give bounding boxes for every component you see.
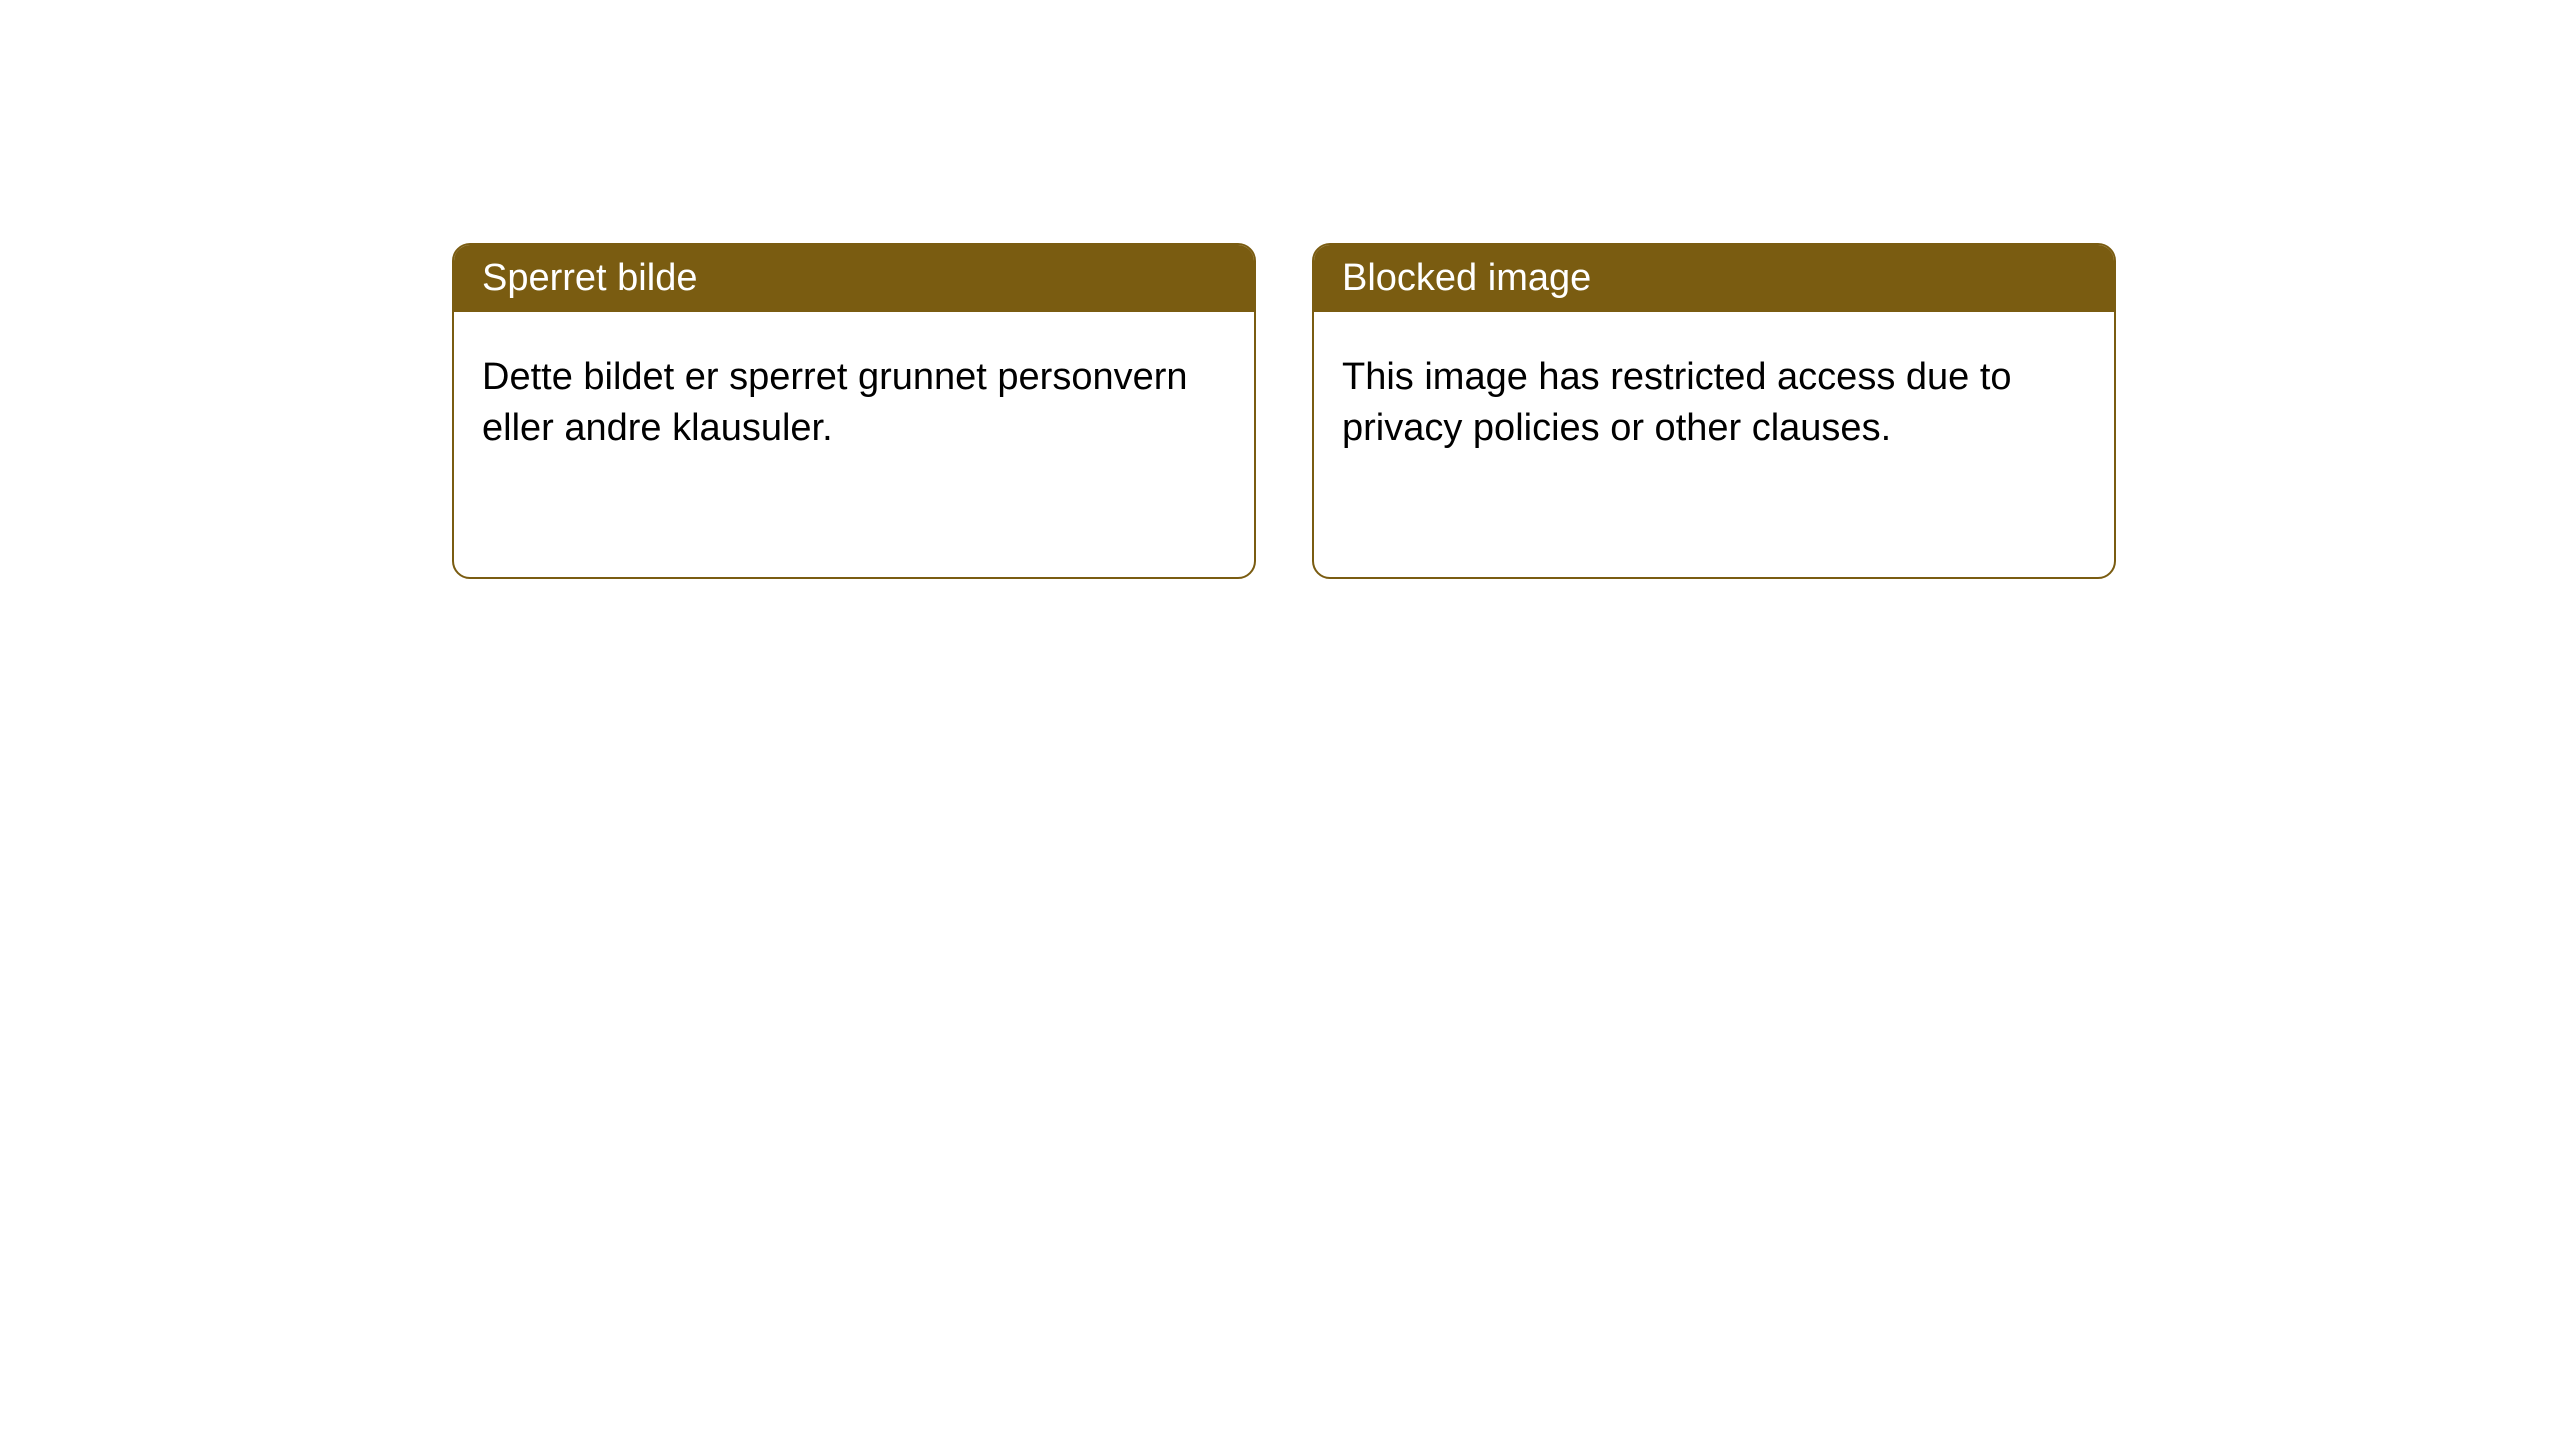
notice-container: Sperret bilde Dette bildet er sperret gr…	[0, 0, 2560, 579]
card-body: This image has restricted access due to …	[1314, 312, 2114, 495]
card-title: Blocked image	[1314, 245, 2114, 312]
notice-card-english: Blocked image This image has restricted …	[1312, 243, 2116, 579]
card-body: Dette bildet er sperret grunnet personve…	[454, 312, 1254, 495]
card-title: Sperret bilde	[454, 245, 1254, 312]
notice-card-norwegian: Sperret bilde Dette bildet er sperret gr…	[452, 243, 1256, 579]
